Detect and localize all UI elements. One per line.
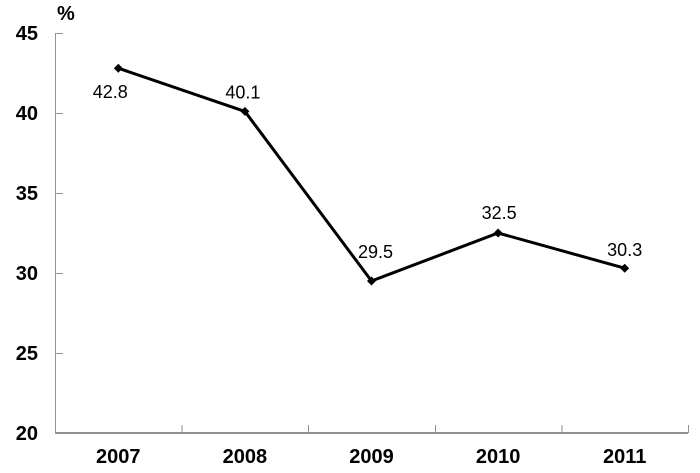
x-tick-label: 2010 bbox=[476, 446, 521, 468]
data-label: 30.3 bbox=[607, 240, 642, 260]
data-label: 40.1 bbox=[225, 82, 260, 102]
y-axis-unit-label: % bbox=[57, 3, 75, 25]
x-tick-label: 2011 bbox=[603, 446, 646, 468]
data-label: 42.8 bbox=[93, 82, 128, 102]
y-tick-label: 35 bbox=[16, 183, 38, 205]
data-label: 32.5 bbox=[482, 203, 517, 223]
x-tick-label: 2007 bbox=[96, 446, 141, 468]
data-point-marker bbox=[493, 228, 503, 238]
data-label: 29.5 bbox=[358, 242, 393, 262]
y-tick-label: 25 bbox=[16, 343, 38, 365]
x-tick-label: 2009 bbox=[349, 446, 394, 468]
data-point-marker bbox=[620, 263, 630, 273]
y-tick-label: 45 bbox=[16, 23, 38, 45]
data-point-marker bbox=[240, 106, 250, 116]
y-tick-label: 30 bbox=[16, 263, 38, 285]
data-point-marker bbox=[113, 63, 123, 73]
y-tick-label: 40 bbox=[16, 103, 38, 125]
y-tick-label: 20 bbox=[16, 423, 38, 445]
x-tick-label: 2008 bbox=[223, 446, 268, 468]
data-point-marker bbox=[367, 276, 376, 286]
